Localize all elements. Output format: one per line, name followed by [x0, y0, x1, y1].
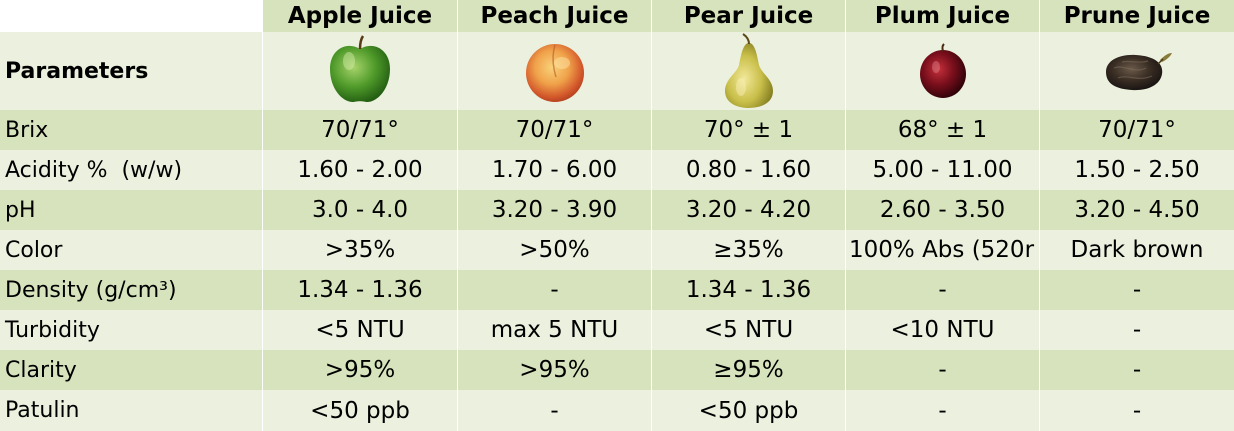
- value-cell: 100% Abs (520r: [846, 230, 1040, 270]
- data-row-brix: Brix 70/71° 70/71° 70° ± 1 68° ± 1 70/71…: [0, 110, 1234, 150]
- value-cell: 1.34 - 1.36: [263, 270, 458, 310]
- plum-image-cell: [846, 32, 1040, 110]
- row-label-ph: pH: [0, 190, 263, 230]
- value-cell: -: [458, 390, 652, 431]
- row-label-brix: Brix: [0, 110, 263, 150]
- corner-blank-cell: [0, 0, 263, 32]
- value-cell: 5.00 - 11.00: [846, 150, 1040, 190]
- value-cell: ≥95%: [652, 350, 846, 390]
- apple-icon: [330, 35, 390, 103]
- prune-image-cell: [1040, 32, 1234, 110]
- value-cell: -: [1040, 310, 1234, 350]
- data-row-density: Density (g/cm³) 1.34 - 1.36 - 1.34 - 1.3…: [0, 270, 1234, 310]
- fruit-image-row: Parameters: [0, 32, 1234, 110]
- value-cell: 70/71°: [1040, 110, 1234, 150]
- value-cell: 0.80 - 1.60: [652, 150, 846, 190]
- prune-icon: [1106, 53, 1172, 91]
- value-cell: Dark brown: [1040, 230, 1234, 270]
- value-cell: ≥35%: [652, 230, 846, 270]
- value-cell: >35%: [263, 230, 458, 270]
- value-cell: 70/71°: [263, 110, 458, 150]
- data-row-color: Color >35% >50% ≥35% 100% Abs (520r Dark…: [0, 230, 1234, 270]
- value-cell: -: [846, 390, 1040, 431]
- parameters-header: Parameters: [0, 32, 263, 110]
- data-row-turbidity: Turbidity <5 NTU max 5 NTU <5 NTU <10 NT…: [0, 310, 1234, 350]
- row-label-patulin: Patulin: [0, 390, 263, 431]
- data-row-ph: pH 3.0 - 4.0 3.20 - 3.90 3.20 - 4.20 2.6…: [0, 190, 1234, 230]
- plum-icon: [919, 43, 966, 98]
- column-title-peach: Peach Juice: [458, 0, 652, 32]
- row-label-density: Density (g/cm³): [0, 270, 263, 310]
- value-cell: -: [1040, 270, 1234, 310]
- row-label-color: Color: [0, 230, 263, 270]
- value-cell: 1.34 - 1.36: [652, 270, 846, 310]
- column-title-prune: Prune Juice: [1040, 0, 1234, 32]
- value-cell: <50 ppb: [263, 390, 458, 431]
- value-cell: <50 ppb: [652, 390, 846, 431]
- value-cell: max 5 NTU: [458, 310, 652, 350]
- value-cell: >50%: [458, 230, 652, 270]
- value-cell: 1.70 - 6.00: [458, 150, 652, 190]
- column-title-plum: Plum Juice: [846, 0, 1040, 32]
- row-label-clarity: Clarity: [0, 350, 263, 390]
- row-label-turbidity: Turbidity: [0, 310, 263, 350]
- data-row-patulin: Patulin <50 ppb - <50 ppb - -: [0, 390, 1234, 431]
- column-title-apple: Apple Juice: [263, 0, 458, 32]
- column-title-row: Apple Juice Peach Juice Pear Juice Plum …: [0, 0, 1234, 32]
- row-label-acidity: Acidity % (w/w): [0, 150, 263, 190]
- value-cell: >95%: [458, 350, 652, 390]
- value-cell: <5 NTU: [263, 310, 458, 350]
- value-cell: 3.20 - 3.90: [458, 190, 652, 230]
- value-cell: -: [1040, 390, 1234, 431]
- value-cell: -: [846, 270, 1040, 310]
- value-cell: 68° ± 1: [846, 110, 1040, 150]
- value-cell: 3.20 - 4.20: [652, 190, 846, 230]
- data-row-acidity: Acidity % (w/w) 1.60 - 2.00 1.70 - 6.00 …: [0, 150, 1234, 190]
- value-cell: 1.60 - 2.00: [263, 150, 458, 190]
- value-cell: 70/71°: [458, 110, 652, 150]
- value-cell: 2.60 - 3.50: [846, 190, 1040, 230]
- value-cell: 1.50 - 2.50: [1040, 150, 1234, 190]
- data-row-clarity: Clarity >95% >95% ≥95% - -: [0, 350, 1234, 390]
- value-cell: <10 NTU: [846, 310, 1040, 350]
- pear-image-cell: [652, 32, 846, 110]
- pear-icon: [724, 33, 773, 108]
- value-cell: 3.0 - 4.0: [263, 190, 458, 230]
- value-cell: 3.20 - 4.50: [1040, 190, 1234, 230]
- column-title-pear: Pear Juice: [652, 0, 846, 32]
- peach-icon: [525, 44, 584, 102]
- value-cell: -: [846, 350, 1040, 390]
- value-cell: 70° ± 1: [652, 110, 846, 150]
- peach-image-cell: [458, 32, 652, 110]
- apple-image-cell: [263, 32, 458, 110]
- value-cell: -: [1040, 350, 1234, 390]
- value-cell: <5 NTU: [652, 310, 846, 350]
- value-cell: -: [458, 270, 652, 310]
- value-cell: >95%: [263, 350, 458, 390]
